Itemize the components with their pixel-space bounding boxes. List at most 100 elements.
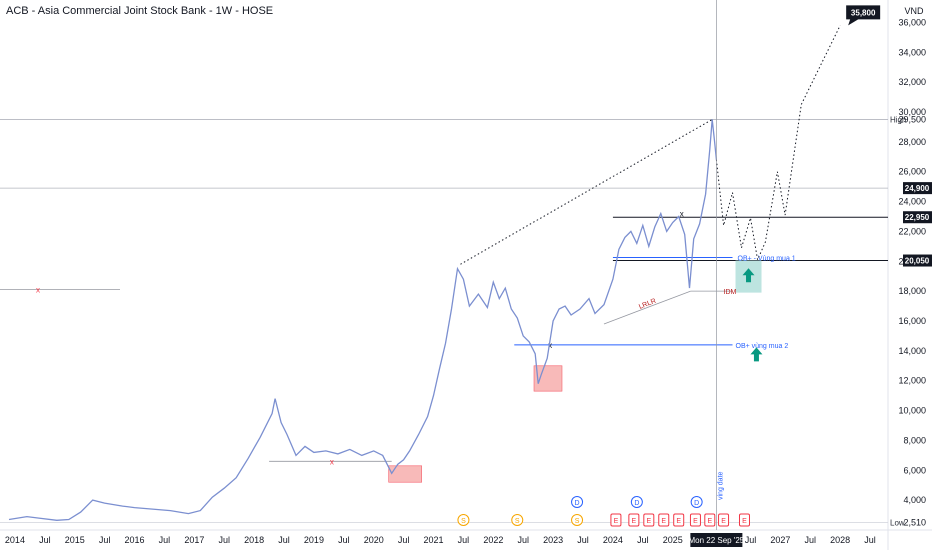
x-tick-label: Jul: [745, 535, 757, 545]
ob-red-2022: [533, 365, 563, 392]
event-earnings-icon: [610, 513, 622, 527]
x-tick-label: 2017: [184, 535, 204, 545]
price-label-prefix: High: [890, 115, 906, 124]
y-tick-label: 8,000: [903, 435, 926, 445]
x-tick-label: 2022: [483, 535, 503, 545]
x-tick-label: 2018: [244, 535, 264, 545]
trendline-dotted: [460, 119, 713, 265]
x-tick-label: 2027: [770, 535, 790, 545]
event-label: E: [661, 518, 666, 525]
x-tick-label: Jul: [398, 535, 410, 545]
event-label: E: [632, 518, 637, 525]
event-label: E: [676, 518, 681, 525]
event-label: E: [614, 518, 619, 525]
y-tick-label: 4,000: [903, 495, 926, 505]
event-label: E: [742, 518, 747, 525]
chart-title: ACB - Asia Commercial Joint Stock Bank -…: [6, 5, 274, 17]
left-swing-cross: x: [36, 286, 40, 295]
x-tick-label: 2025: [663, 535, 683, 545]
event-earnings-icon: [718, 513, 730, 527]
buy-arrow-1-icon: [742, 268, 755, 283]
y-tick-label: 26,000: [898, 167, 926, 177]
currency-label: VND: [904, 6, 924, 16]
lrlr-line: [603, 290, 691, 325]
x-tick-label: 2019: [304, 535, 324, 545]
event-dividend-icon: [571, 496, 584, 508]
ob2-label: OB+ vùng mua 2: [736, 343, 789, 350]
target-callout-label: 35,800: [851, 8, 876, 17]
x-tick-label: 2028: [830, 535, 850, 545]
event-earnings-icon: [628, 513, 640, 527]
event-label: D: [634, 500, 639, 507]
event-label: S: [515, 518, 520, 525]
event-label: E: [721, 518, 726, 525]
x-tick-label: 2023: [543, 535, 563, 545]
price-label-box: [903, 254, 932, 267]
idm-label: IDM: [724, 289, 737, 296]
price-label-prefix: Low: [890, 518, 905, 527]
x-tick-label: Jul: [805, 535, 817, 545]
price-label-text: 24,900: [905, 184, 930, 193]
x-tick-label: Jul: [864, 535, 876, 545]
x-tick-label: Jul: [637, 535, 649, 545]
event-label: E: [646, 518, 651, 525]
x-tick-label: Jul: [517, 535, 529, 545]
x-tick-label: Jul: [338, 535, 350, 545]
y-tick-label: 36,000: [898, 17, 926, 27]
price-series-line: [8, 119, 718, 521]
event-earnings-icon: [704, 513, 716, 527]
x-tick-label: Jul: [39, 535, 51, 545]
event-dividend-icon: [630, 496, 643, 508]
buy-arrow-2-icon: [750, 347, 763, 362]
event-label: D: [694, 500, 699, 507]
y-tick-label: 14,000: [898, 346, 926, 356]
y-tick-label: 16,000: [898, 316, 926, 326]
y-tick-label: 10,000: [898, 406, 926, 416]
event-label: S: [575, 518, 580, 525]
lrlr-label: LRLR: [638, 298, 657, 311]
event-label: D: [575, 500, 580, 507]
event-dividend-icon: [690, 496, 703, 508]
price-label-text: 20,050: [905, 257, 930, 266]
price-label-text: 2,510: [903, 517, 926, 527]
x-tick-label: Jul: [458, 535, 470, 545]
y-tick-label: 6,000: [903, 465, 926, 475]
x-tick-label: Jul: [218, 535, 230, 545]
swing-2022-cross: x: [548, 341, 552, 350]
y-tick-label: 28,000: [898, 137, 926, 147]
x-tick-label: Jul: [99, 535, 111, 545]
x-tick-label: 2024: [603, 535, 623, 545]
x-tick-label: 2014: [5, 535, 25, 545]
event-earnings-icon: [673, 513, 685, 527]
swing-2025-cross: x: [680, 209, 684, 218]
event-split-icon: [571, 514, 584, 526]
event-earnings-icon: [643, 513, 655, 527]
x-tick-label: 2020: [364, 535, 384, 545]
x-tick-label: Jul: [577, 535, 589, 545]
event-label: E: [693, 518, 698, 525]
cursor-date-box: [690, 533, 743, 547]
event-label: S: [461, 518, 466, 525]
price-label-box: [903, 182, 932, 195]
cursor-date-label: Mon 22 Sep '25: [688, 536, 744, 545]
y-tick-label: 22,000: [898, 226, 926, 236]
price-label-text: 29,500: [898, 114, 926, 124]
price-label-text: 22,950: [905, 213, 930, 222]
y-tick-label: 34,000: [898, 47, 926, 57]
y-tick-label: 24,000: [898, 197, 926, 207]
y-tick-label: 12,000: [898, 376, 926, 386]
projection-path: [715, 25, 841, 262]
event-earnings-icon: [658, 513, 670, 527]
vertical-note: ving date: [717, 471, 724, 500]
event-earnings-icon: [689, 513, 701, 527]
price-label-box: [903, 211, 932, 224]
event-split-icon: [457, 514, 470, 526]
ob-red-2020: [388, 465, 422, 483]
x-tick-label: 2021: [424, 535, 444, 545]
target-callout: [846, 5, 881, 26]
x-tick-label: Jul: [278, 535, 290, 545]
event-split-icon: [511, 514, 524, 526]
event-earnings-icon: [738, 513, 750, 527]
